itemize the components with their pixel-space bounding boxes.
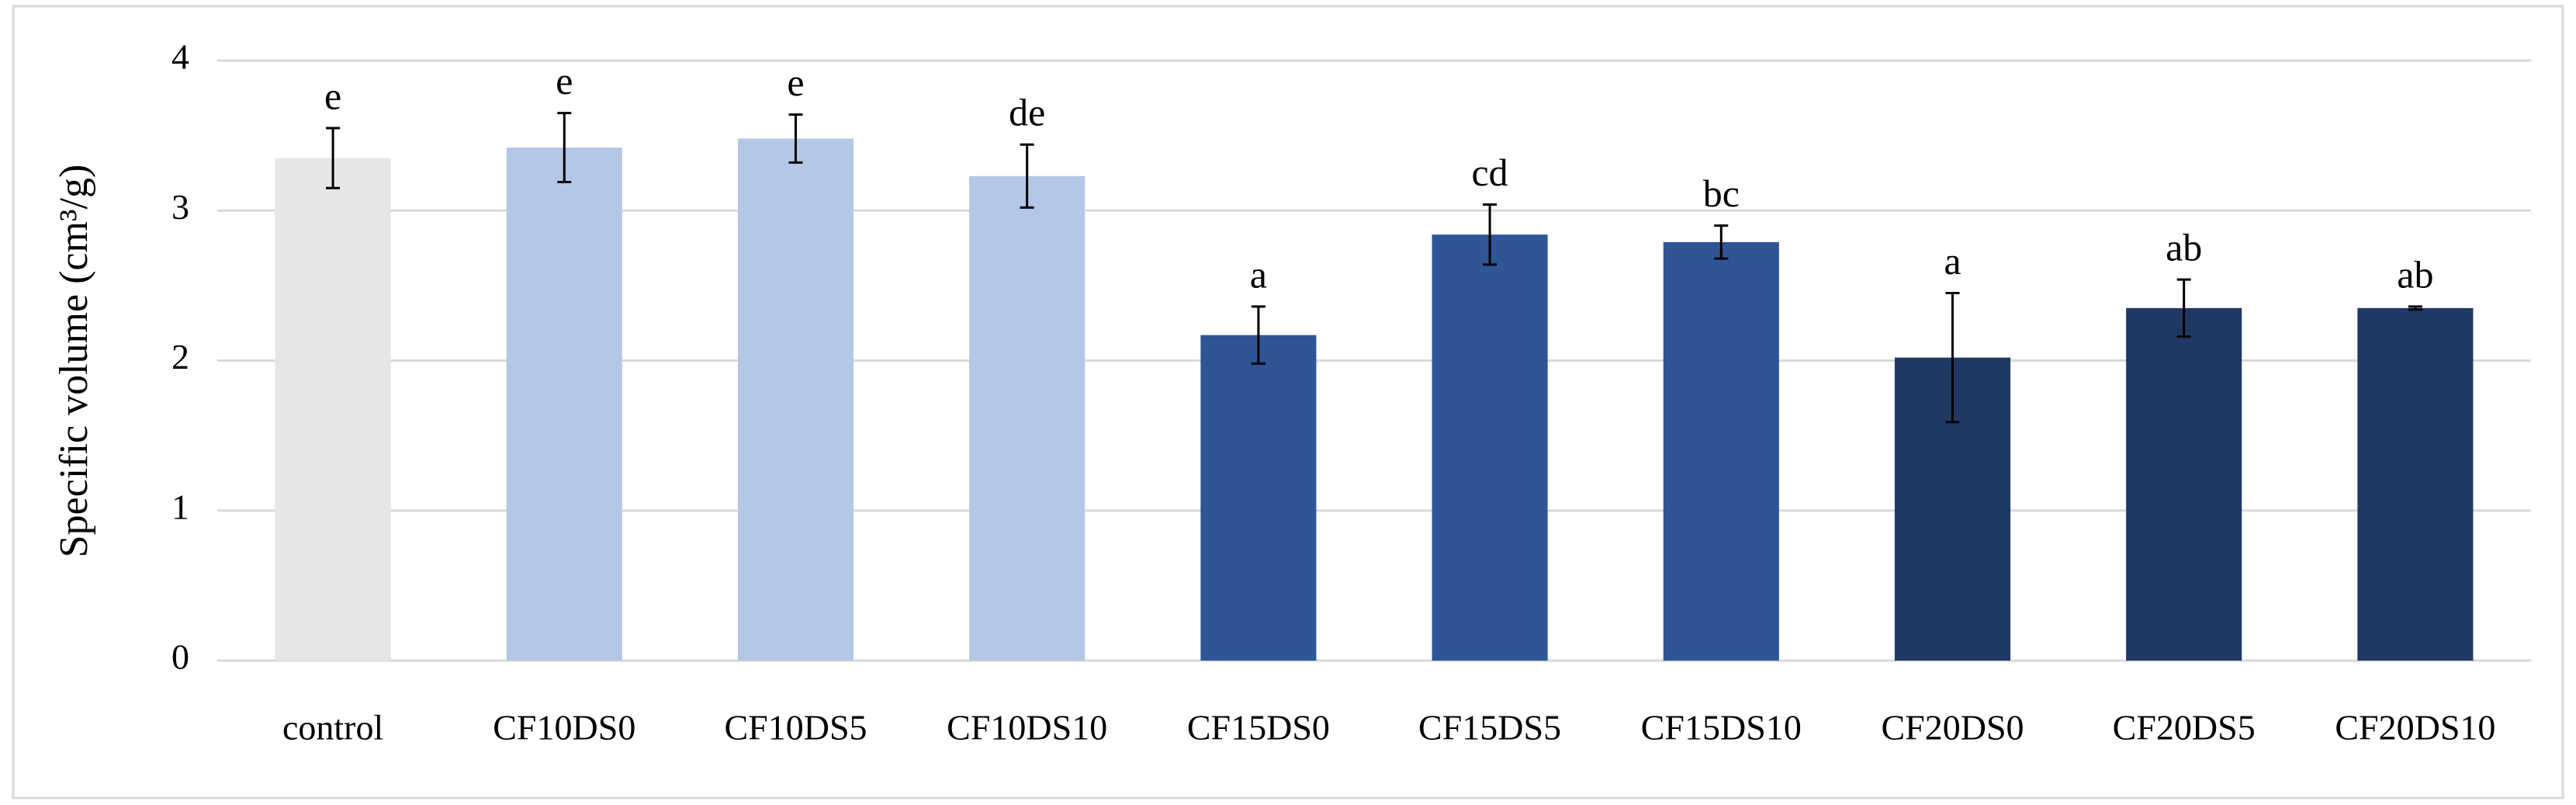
error-bar xyxy=(1945,292,1960,424)
y-tick-label: 3 xyxy=(171,187,189,227)
significance-letter: e xyxy=(324,74,341,117)
x-tick-label: CF15DS5 xyxy=(1418,708,1561,748)
significance-letter: ab xyxy=(2166,226,2202,269)
bar xyxy=(1432,234,1548,661)
x-tick-label: CF10DS5 xyxy=(724,708,867,748)
error-bar xyxy=(557,112,572,184)
bar xyxy=(1663,241,1779,661)
bar xyxy=(506,147,622,661)
error-bar xyxy=(1251,305,1265,365)
error-bar xyxy=(788,113,803,164)
error-bar xyxy=(1483,203,1497,266)
y-axis-label: Specific volume (cm³/g) xyxy=(52,165,96,558)
error-bar xyxy=(326,127,341,189)
bar xyxy=(2126,307,2242,661)
error-bar xyxy=(2176,278,2191,338)
significance-letter: e xyxy=(556,59,573,102)
significance-letter: ab xyxy=(2397,252,2433,296)
significance-letter: cd xyxy=(1471,151,1508,194)
significance-letter: a xyxy=(1250,252,1267,296)
bar xyxy=(1200,335,1317,661)
x-tick-label: CF20DS10 xyxy=(2335,708,2495,748)
y-tick-label: 1 xyxy=(171,487,189,526)
error-bar xyxy=(1714,224,1729,260)
x-tick-label: CF10DS0 xyxy=(493,708,635,748)
y-tick-label: 2 xyxy=(171,337,189,376)
bar xyxy=(969,175,1085,661)
y-tick-label: 4 xyxy=(171,37,189,77)
x-tick-label: CF15DS0 xyxy=(1187,708,1330,748)
x-tick-label: CF20DS0 xyxy=(1881,708,2024,748)
bar xyxy=(2357,307,2474,661)
error-bar xyxy=(2408,305,2422,311)
y-tick-label: 0 xyxy=(171,637,189,677)
significance-letter: bc xyxy=(1703,172,1740,215)
x-tick-label: CF10DS10 xyxy=(947,708,1107,748)
significance-letter: de xyxy=(1009,91,1045,134)
bar xyxy=(737,138,854,661)
significance-letter: a xyxy=(1944,239,1961,283)
x-tick-label: control xyxy=(282,708,383,748)
x-tick-label: CF15DS10 xyxy=(1641,708,1802,748)
significance-letter: e xyxy=(787,61,804,104)
bar xyxy=(275,158,391,661)
x-tick-label: CF20DS5 xyxy=(2113,708,2256,748)
error-bar xyxy=(1020,143,1034,209)
